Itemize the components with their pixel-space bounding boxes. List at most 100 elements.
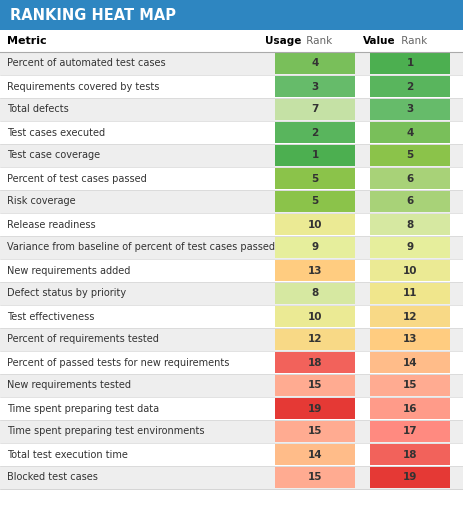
Text: Blocked test cases: Blocked test cases bbox=[7, 472, 98, 483]
Bar bbox=[0, 121, 463, 144]
Bar bbox=[0, 190, 463, 213]
Bar bbox=[369, 76, 449, 97]
Bar bbox=[275, 375, 354, 396]
Bar bbox=[0, 75, 463, 98]
Text: Percent of passed tests for new requirements: Percent of passed tests for new requirem… bbox=[7, 358, 229, 367]
Text: 12: 12 bbox=[402, 311, 416, 322]
Bar bbox=[369, 352, 449, 373]
Text: 10: 10 bbox=[307, 220, 322, 229]
Text: 13: 13 bbox=[402, 334, 416, 345]
Text: 15: 15 bbox=[402, 381, 416, 390]
Bar bbox=[0, 30, 463, 52]
Text: 19: 19 bbox=[307, 404, 321, 413]
Bar bbox=[275, 444, 354, 465]
Bar bbox=[275, 237, 354, 258]
Text: 8: 8 bbox=[406, 220, 413, 229]
Text: Rank: Rank bbox=[397, 36, 426, 46]
Bar bbox=[275, 122, 354, 143]
Bar bbox=[0, 397, 463, 420]
Text: Total defects: Total defects bbox=[7, 105, 69, 114]
Text: 2: 2 bbox=[311, 128, 318, 137]
Bar bbox=[0, 466, 463, 489]
Bar bbox=[0, 213, 463, 236]
Bar bbox=[0, 420, 463, 443]
Text: Requirements covered by tests: Requirements covered by tests bbox=[7, 82, 159, 91]
Bar bbox=[275, 214, 354, 235]
Bar bbox=[275, 76, 354, 97]
Text: 3: 3 bbox=[406, 105, 413, 114]
Text: Percent of test cases passed: Percent of test cases passed bbox=[7, 173, 146, 184]
Bar bbox=[0, 374, 463, 397]
Bar bbox=[369, 99, 449, 120]
Bar bbox=[369, 444, 449, 465]
Text: Variance from baseline of percent of test cases passed: Variance from baseline of percent of tes… bbox=[7, 243, 275, 252]
Text: 5: 5 bbox=[311, 173, 318, 184]
Text: Risk coverage: Risk coverage bbox=[7, 196, 75, 207]
Text: 8: 8 bbox=[311, 288, 318, 299]
Text: 10: 10 bbox=[307, 311, 322, 322]
Bar bbox=[369, 421, 449, 442]
Bar bbox=[369, 329, 449, 350]
Text: Metric: Metric bbox=[7, 36, 46, 46]
Bar bbox=[369, 168, 449, 189]
Bar bbox=[369, 237, 449, 258]
Bar bbox=[275, 168, 354, 189]
Bar bbox=[369, 53, 449, 74]
Text: Value: Value bbox=[363, 36, 395, 46]
Text: 3: 3 bbox=[311, 82, 318, 91]
Bar bbox=[275, 421, 354, 442]
Bar bbox=[275, 467, 354, 488]
Text: 1: 1 bbox=[406, 58, 413, 69]
Text: 15: 15 bbox=[307, 381, 322, 390]
Text: 4: 4 bbox=[311, 58, 318, 69]
Text: 6: 6 bbox=[406, 173, 413, 184]
Bar bbox=[0, 328, 463, 351]
Bar bbox=[275, 191, 354, 212]
Bar bbox=[275, 99, 354, 120]
Text: 17: 17 bbox=[402, 426, 416, 437]
Bar bbox=[0, 305, 463, 328]
Text: 13: 13 bbox=[307, 266, 322, 275]
Text: Test cases executed: Test cases executed bbox=[7, 128, 105, 137]
Bar bbox=[369, 145, 449, 166]
Bar bbox=[275, 145, 354, 166]
Bar bbox=[369, 260, 449, 281]
Text: Test effectiveness: Test effectiveness bbox=[7, 311, 94, 322]
Bar bbox=[0, 259, 463, 282]
Text: 14: 14 bbox=[307, 449, 322, 460]
Text: 5: 5 bbox=[311, 196, 318, 207]
Text: 11: 11 bbox=[402, 288, 416, 299]
Bar bbox=[0, 52, 463, 75]
Text: 5: 5 bbox=[406, 150, 413, 161]
Text: 1: 1 bbox=[311, 150, 318, 161]
Bar bbox=[0, 236, 463, 259]
Bar bbox=[0, 443, 463, 466]
Bar bbox=[369, 375, 449, 396]
Text: Defect status by priority: Defect status by priority bbox=[7, 288, 126, 299]
Text: 15: 15 bbox=[307, 472, 322, 483]
Bar bbox=[0, 144, 463, 167]
Text: New requirements added: New requirements added bbox=[7, 266, 130, 275]
Bar bbox=[369, 467, 449, 488]
Text: Release readiness: Release readiness bbox=[7, 220, 95, 229]
Text: Test case coverage: Test case coverage bbox=[7, 150, 100, 161]
Text: 18: 18 bbox=[402, 449, 416, 460]
Text: 2: 2 bbox=[406, 82, 413, 91]
Text: 9: 9 bbox=[311, 243, 318, 252]
Bar bbox=[0, 282, 463, 305]
Bar bbox=[369, 214, 449, 235]
Text: 14: 14 bbox=[402, 358, 416, 367]
Bar bbox=[369, 398, 449, 419]
Text: Percent of requirements tested: Percent of requirements tested bbox=[7, 334, 158, 345]
Text: 15: 15 bbox=[307, 426, 322, 437]
Bar bbox=[369, 191, 449, 212]
Text: 10: 10 bbox=[402, 266, 416, 275]
Text: 7: 7 bbox=[311, 105, 318, 114]
Bar bbox=[369, 306, 449, 327]
Bar bbox=[275, 306, 354, 327]
Text: 9: 9 bbox=[406, 243, 413, 252]
Bar bbox=[0, 167, 463, 190]
Bar bbox=[369, 283, 449, 304]
Text: Time spent preparing test environments: Time spent preparing test environments bbox=[7, 426, 204, 437]
Bar bbox=[275, 283, 354, 304]
